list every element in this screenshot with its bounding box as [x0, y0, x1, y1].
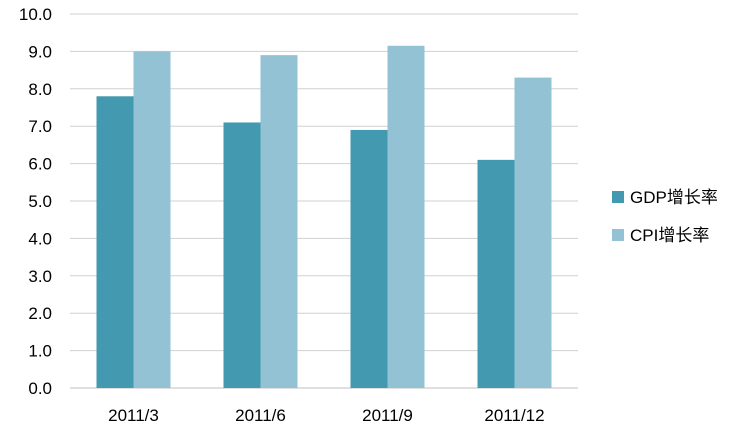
bar-cpi-3	[514, 77, 552, 388]
legend: GDP增长率 CPI增长率	[612, 188, 718, 245]
y-tick-label: 4.0	[28, 229, 52, 248]
y-tick-label: 8.0	[28, 80, 52, 99]
y-tick-label: 2.0	[28, 304, 52, 323]
x-category-label: 2011/9	[362, 406, 413, 425]
bar-cpi-1	[260, 55, 298, 388]
y-tick-label: 0.0	[28, 379, 52, 398]
legend-label: GDP增长率	[630, 188, 718, 207]
bar-cpi-2	[387, 45, 425, 388]
bars	[96, 45, 552, 389]
legend-label: CPI增长率	[630, 226, 709, 245]
bar-gdp-1	[223, 122, 261, 389]
y-axis-tick-labels: 0.0 1.0 2.0 3.0 4.0 5.0 6.0 7.0 8.0 9.0 10.0	[19, 5, 52, 398]
x-category-label: 2011/6	[235, 406, 286, 425]
y-tick-label: 9.0	[28, 42, 52, 61]
legend-swatch-gdp	[612, 191, 624, 203]
bar-gdp-2	[350, 129, 388, 388]
bar-gdp-0	[96, 96, 134, 388]
y-tick-label: 7.0	[28, 117, 52, 136]
x-axis-category-labels: 2011/3 2011/6 2011/9 2011/12	[108, 406, 544, 425]
bar-gdp-3	[477, 159, 515, 388]
bar-cpi-0	[133, 51, 171, 389]
x-category-label: 2011/3	[108, 406, 159, 425]
y-tick-label: 1.0	[28, 342, 52, 361]
y-tick-label: 10.0	[19, 5, 52, 24]
y-tick-label: 3.0	[28, 267, 52, 286]
y-tick-label: 6.0	[28, 155, 52, 174]
y-tick-label: 5.0	[28, 192, 52, 211]
legend-swatch-cpi	[612, 229, 624, 241]
x-category-label: 2011/12	[484, 406, 544, 425]
